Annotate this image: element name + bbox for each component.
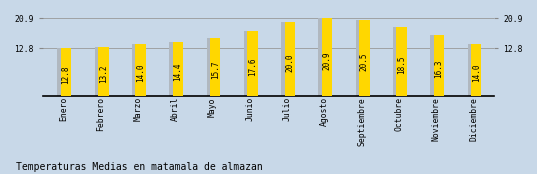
Text: 20.0: 20.0 — [285, 53, 294, 72]
Text: 14.0: 14.0 — [471, 63, 481, 82]
Bar — [210, 38, 220, 96]
Bar — [95, 47, 101, 96]
Bar — [471, 44, 481, 96]
Bar — [207, 38, 213, 96]
Bar — [393, 27, 400, 96]
Bar — [434, 35, 444, 96]
Bar — [430, 35, 437, 96]
Text: 20.9: 20.9 — [323, 52, 331, 70]
Bar — [132, 44, 139, 96]
Text: 20.5: 20.5 — [360, 52, 369, 71]
Bar — [359, 20, 369, 96]
Text: Temperaturas Medias en matamala de almazan: Temperaturas Medias en matamala de almaz… — [16, 162, 263, 172]
Text: 14.0: 14.0 — [136, 63, 145, 82]
Bar — [285, 22, 295, 96]
Bar — [468, 44, 474, 96]
Bar — [396, 27, 407, 96]
Bar — [244, 31, 251, 96]
Bar — [318, 18, 325, 96]
Text: 18.5: 18.5 — [397, 56, 406, 74]
Bar — [322, 18, 332, 96]
Text: 16.3: 16.3 — [434, 59, 444, 78]
Text: 12.8: 12.8 — [62, 65, 70, 84]
Bar — [61, 48, 71, 96]
Bar — [247, 31, 258, 96]
Text: 15.7: 15.7 — [211, 60, 220, 79]
Bar — [57, 48, 64, 96]
Bar — [98, 47, 108, 96]
Bar — [173, 42, 183, 96]
Bar — [281, 22, 288, 96]
Text: 17.6: 17.6 — [248, 57, 257, 76]
Text: 14.4: 14.4 — [173, 62, 183, 81]
Bar — [135, 44, 146, 96]
Bar — [355, 20, 362, 96]
Bar — [169, 42, 176, 96]
Text: 13.2: 13.2 — [99, 64, 108, 83]
